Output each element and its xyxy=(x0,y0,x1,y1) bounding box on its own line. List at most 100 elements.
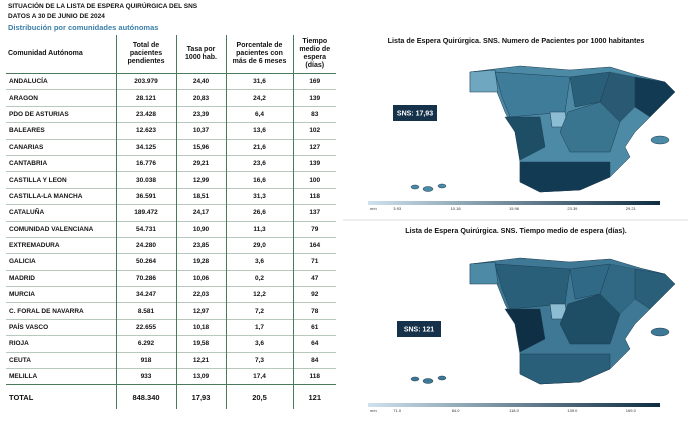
table-cell: 23,39 xyxy=(175,105,226,123)
table-cell: 79 xyxy=(292,220,336,238)
table-cell: 6.292 xyxy=(115,335,176,353)
total-cell: 20,5 xyxy=(225,384,293,410)
table-cell: 36.591 xyxy=(115,187,176,205)
table-cell: 169 xyxy=(292,72,336,90)
table-cell: 16.776 xyxy=(115,154,176,172)
legend-label: 71.0 xyxy=(393,408,402,413)
table-cell: 24.280 xyxy=(115,236,176,254)
table-cell: 127 xyxy=(292,138,336,156)
table-cell: 20,83 xyxy=(175,89,226,107)
map-title: Lista de Espera Quirúrgica. SNS. Numero … xyxy=(388,36,645,45)
table-cell: 139 xyxy=(292,89,336,107)
table-cell: 10,06 xyxy=(175,269,226,287)
table-cell: 26,6 xyxy=(225,204,293,222)
legend-label: mín xyxy=(370,408,377,413)
table-cell: 64 xyxy=(292,335,336,353)
table-cell: GALICIA xyxy=(6,253,116,271)
legend-label: 23.39 xyxy=(567,206,578,211)
doc-date: DATOS A 30 DE JUNIO DE 2024 xyxy=(8,13,105,20)
table-cell: 29,21 xyxy=(175,154,226,172)
table-cell: 10,90 xyxy=(175,220,226,238)
table-cell: 16,6 xyxy=(225,171,293,189)
table-cell: 24,40 xyxy=(175,72,226,90)
table-cell: 31,6 xyxy=(225,72,293,90)
table-cell: 11,3 xyxy=(225,220,293,238)
table-cell: 84 xyxy=(292,351,336,369)
table-cell: 164 xyxy=(292,236,336,254)
table-cell: MADRID xyxy=(6,269,116,287)
table-cell: 12,21 xyxy=(175,351,226,369)
table-cell: 118 xyxy=(292,368,336,385)
table-cell: BALEARES xyxy=(6,122,116,140)
table-row: CANARIAS 34.125 15,96 21,6 127 xyxy=(6,138,336,156)
table-cell: 34.247 xyxy=(115,286,176,303)
table-cell: 6,4 xyxy=(225,105,293,123)
table-cell: MURCIA xyxy=(6,286,116,303)
table-cell: MELILLA xyxy=(6,368,116,385)
table-cell: 18,51 xyxy=(175,187,226,205)
table-cell: CASTILLA Y LEON xyxy=(6,171,116,189)
table-cell: C. FORAL DE NAVARRA xyxy=(6,302,116,320)
table-cell: 13,6 xyxy=(225,122,293,140)
table-cell: 22,03 xyxy=(175,286,226,303)
table-cell: 7,2 xyxy=(225,302,293,320)
legend-label: 3.93 xyxy=(393,206,402,211)
table-cell: 933 xyxy=(115,368,176,385)
table-cell: 47 xyxy=(292,269,336,287)
table-cell: 50.264 xyxy=(115,253,176,271)
table-cell: 100 xyxy=(292,171,336,189)
total-row: TOTAL 848.340 17,93 20,5 121 xyxy=(6,384,336,410)
table-cell: 10,18 xyxy=(175,318,226,336)
table-row: CASTILLA-LA MANCHA 36.591 18,51 31,3 118 xyxy=(6,187,336,205)
legend-label: 29.21 xyxy=(626,206,637,211)
map-time xyxy=(410,257,676,385)
table-row: EXTREMADURA 24.280 23,85 29,0 164 xyxy=(6,236,336,254)
table-cell: 189.472 xyxy=(115,204,176,222)
badge-label: SNS: 17,93 xyxy=(397,111,433,118)
table-cell: 28.121 xyxy=(115,89,176,107)
table-cell: 70.286 xyxy=(115,269,176,287)
table-cell: 29,0 xyxy=(225,236,293,254)
column-header: Tiempo medio de espera (días) xyxy=(292,35,336,74)
table-row: MELILLA 933 13,09 17,4 118 xyxy=(6,368,336,385)
table-cell: 10,37 xyxy=(175,122,226,140)
table-cell: CATALUÑA xyxy=(6,204,116,222)
table-cell: 30.038 xyxy=(115,171,176,189)
table-cell: 118 xyxy=(292,187,336,205)
table-cell: 34.125 xyxy=(115,138,176,156)
table-cell: 17,4 xyxy=(225,368,293,385)
table-cell: 54.731 xyxy=(115,220,176,238)
table-cell: RIOJA xyxy=(6,335,116,353)
table-row: CATALUÑA 189.472 24,17 26,6 137 xyxy=(6,204,336,222)
legend-label: 15.96 xyxy=(509,206,520,211)
legend-label: 84.0 xyxy=(452,408,461,413)
header-row: Comunidad Autónoma Total de pacientes pen… xyxy=(6,35,336,74)
total-cell: 121 xyxy=(292,384,336,410)
waiting-list-table: Comunidad Autónoma Total de pacientes pen… xyxy=(6,35,336,410)
table-cell: 61 xyxy=(292,318,336,336)
table-row: CEUTA 918 12,21 7,3 84 xyxy=(6,351,336,369)
table-row: RIOJA 6.292 19,58 3,6 64 xyxy=(6,335,336,353)
table-cell: 92 xyxy=(292,286,336,303)
badge xyxy=(393,105,437,121)
table-row: BALEARES 12.623 10,37 13,6 102 xyxy=(6,122,336,140)
table-cell: 3,6 xyxy=(225,253,293,271)
table-cell: 78 xyxy=(292,302,336,320)
doc-subtitle: Distribución por comunidades autónomas xyxy=(8,23,159,32)
table-cell: 19,28 xyxy=(175,253,226,271)
table-cell: 1,7 xyxy=(225,318,293,336)
doc-title: SITUACIÓN DE LA LISTA DE ESPERA QUIRÚRGI… xyxy=(8,3,198,10)
table-cell: 137 xyxy=(292,204,336,222)
table-cell: 23,85 xyxy=(175,236,226,254)
legend-label: 118.0 xyxy=(509,408,519,413)
map-title: Lista de Espera Quirúrgica. SNS. Tiempo … xyxy=(405,226,627,235)
table-cell: 3,6 xyxy=(225,335,293,353)
column-header: Tasa por 1000 hab. xyxy=(175,35,226,74)
table-cell: 83 xyxy=(292,105,336,123)
table-cell: 19,58 xyxy=(175,335,226,353)
table-cell: 7,3 xyxy=(225,351,293,369)
table-cell: CASTILLA-LA MANCHA xyxy=(6,187,116,205)
table-cell: CANTABRIA xyxy=(6,154,116,172)
table-cell: 21,6 xyxy=(225,138,293,156)
